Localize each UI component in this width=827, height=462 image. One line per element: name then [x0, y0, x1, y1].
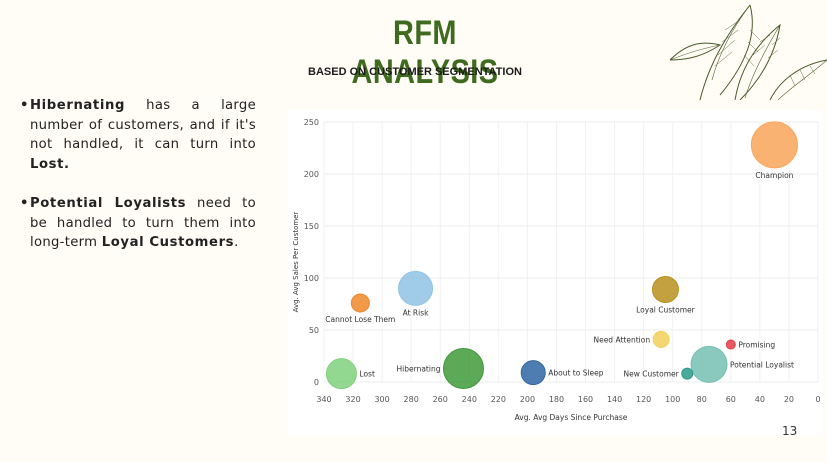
- data-point-champion: [750, 121, 798, 169]
- slide-subtitle: BASED ON CUSTOMER SEGMENTATION: [308, 66, 522, 78]
- data-point-need-attention: [652, 330, 670, 348]
- data-point-about-to-sleep: [520, 360, 546, 386]
- x-tick-label: 20: [784, 395, 794, 404]
- bullet-item-hibernating: • Hibernating has a large number of cust…: [20, 96, 256, 174]
- y-tick-label: 0: [314, 378, 319, 387]
- data-label: Hibernating: [397, 364, 441, 373]
- data-point-lost: [325, 358, 357, 390]
- y-tick-label: 150: [304, 222, 319, 231]
- bullet-bold-term: Loyal Customers: [101, 235, 235, 250]
- page-number: 13: [782, 424, 798, 438]
- bullet-bold-term: Potential Loyalists: [30, 196, 187, 211]
- bullet-body: has a large number of customers, and if …: [30, 98, 256, 152]
- x-tick-label: 320: [345, 395, 360, 404]
- data-label: About to Sleep: [548, 369, 604, 378]
- y-tick-label: 250: [304, 118, 319, 127]
- bullet-dot: •: [20, 196, 29, 211]
- bullet-body: need to be handled to turn them into lon…: [30, 196, 256, 250]
- x-tick-label: 100: [665, 395, 680, 404]
- x-axis-label: Avg. Avg Days Since Purchase: [515, 413, 628, 422]
- x-tick-label: 260: [433, 395, 448, 404]
- data-point-new-customer: [681, 367, 694, 380]
- data-label: Need Attention: [593, 335, 650, 344]
- slide-title: RFM ANALYSIS: [351, 14, 499, 91]
- y-tick-label: 50: [309, 326, 319, 335]
- x-tick-label: 0: [815, 395, 820, 404]
- x-tick-label: 340: [316, 395, 331, 404]
- x-tick-label: 120: [636, 395, 651, 404]
- bullet-dot: •: [20, 98, 29, 113]
- data-point-potential-loyalist: [690, 345, 728, 383]
- x-tick-label: 180: [549, 395, 564, 404]
- bullet-text: Potential Loyalists need to be handled t…: [30, 194, 256, 253]
- x-tick-label: 60: [726, 395, 736, 404]
- data-label: Cannot Lose Them: [325, 315, 395, 324]
- x-tick-label: 300: [374, 395, 389, 404]
- leaf-decoration: [669, 4, 827, 100]
- data-point-hibernating: [442, 347, 484, 389]
- x-tick-label: 220: [491, 395, 506, 404]
- data-label: Loyal Customer: [636, 305, 695, 314]
- bullet-item-potential-loyalists: • Potential Loyalists need to be handled…: [20, 194, 256, 253]
- data-point-loyal-customer: [651, 275, 679, 303]
- x-tick-label: 80: [697, 395, 707, 404]
- data-label: Lost: [359, 370, 375, 379]
- data-point-promising: [725, 339, 736, 350]
- data-label: Promising: [738, 341, 775, 350]
- x-tick-label: 160: [578, 395, 593, 404]
- x-tick-label: 40: [755, 395, 765, 404]
- data-label: Potential Loyalist: [730, 360, 794, 369]
- rfm-scatter-chart: 0 50 100 150 200 250 340 320 300 280 260 240 220 200 1…: [288, 110, 823, 435]
- x-tick-label: 240: [462, 395, 477, 404]
- y-tick-label: 100: [304, 274, 319, 283]
- bullet-end: .: [234, 235, 239, 250]
- data-label: Champion: [755, 171, 793, 180]
- bullet-list: • Hibernating has a large number of cust…: [20, 96, 256, 273]
- data-label: New Customer: [624, 370, 680, 379]
- data-point-at-risk: [398, 270, 434, 306]
- bullet-bold-term: Lost.: [30, 156, 70, 172]
- y-tick-label: 200: [304, 170, 319, 179]
- data-label: At Risk: [403, 308, 430, 317]
- bullet-bold-term: Hibernating: [30, 98, 125, 113]
- y-axis-label: Avg. Avg Sales Per Customer: [292, 211, 300, 312]
- x-tick-label: 280: [404, 395, 419, 404]
- x-tick-label: 140: [607, 395, 622, 404]
- data-point-cannot-lose-them: [350, 293, 370, 313]
- bullet-text: Hibernating has a large number of custom…: [30, 96, 256, 174]
- x-tick-label: 200: [520, 395, 535, 404]
